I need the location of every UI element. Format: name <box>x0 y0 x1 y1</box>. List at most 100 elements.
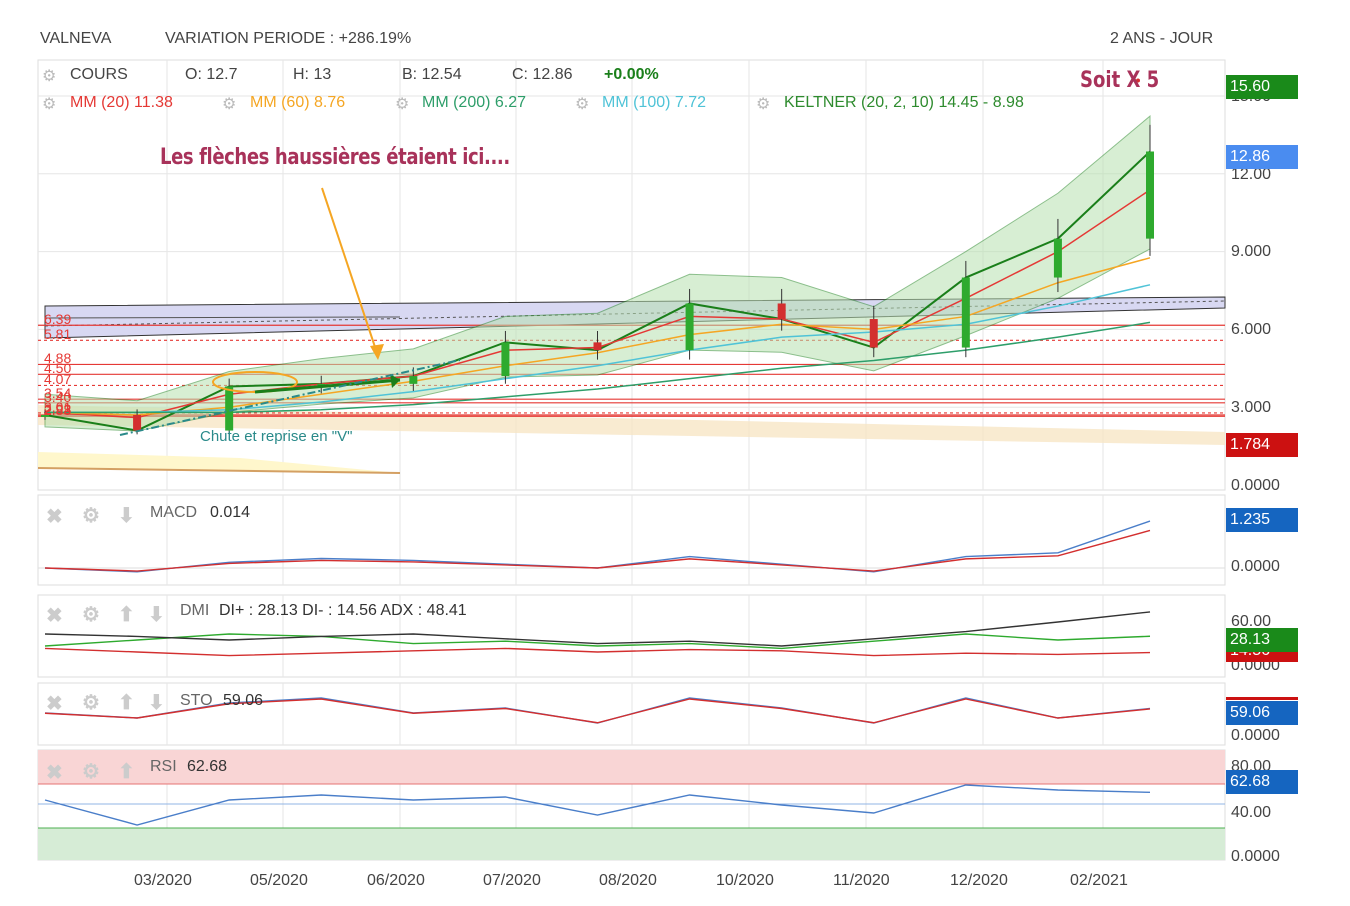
candle <box>133 414 142 431</box>
trendline <box>44 316 401 319</box>
high-point <box>1136 78 1140 83</box>
rsi-oversold-zone <box>38 828 1225 860</box>
arrow-up-icon[interactable]: ⬆ <box>118 692 135 714</box>
mm100-value: 7.72 <box>674 94 707 111</box>
gear-icon[interactable]: ⚙ <box>82 692 100 714</box>
last-price-badge: 12.86 <box>1226 145 1298 169</box>
bullish-arrowhead <box>390 374 400 388</box>
candle <box>593 342 602 351</box>
arrow-down-icon[interactable]: ⬇ <box>118 505 135 527</box>
level-label: 2.93 <box>44 401 72 417</box>
level-label: 3.40 <box>44 388 72 405</box>
arrow-up-icon[interactable]: ⬆ <box>118 604 135 626</box>
x-tick-label: 02/2021 <box>1070 872 1128 889</box>
sto-axis-zero: 0.0000 <box>1231 727 1280 744</box>
candle <box>685 303 694 351</box>
candle <box>961 277 970 348</box>
arrows-annotation: Les flèches haussières étaient ici.... <box>160 145 510 170</box>
level-label: 3.01 <box>44 398 72 415</box>
adx-line <box>44 611 1151 647</box>
dmi-badge: 28.13 <box>1226 628 1298 652</box>
sto-badge: 59.06 <box>1226 701 1298 725</box>
price-tick: 6.000 <box>1231 321 1272 338</box>
arrow-down-icon[interactable]: ⬇ <box>148 604 165 626</box>
trendline-dashdot <box>119 359 461 436</box>
candle <box>501 342 510 377</box>
x-tick-label: 03/2020 <box>134 872 192 889</box>
gear-icon[interactable]: ⚙ <box>82 505 100 527</box>
high-price-badge: 15.60 <box>1226 75 1298 99</box>
x-tick-label: 06/2020 <box>367 872 425 889</box>
candle <box>225 386 234 431</box>
sto-d-line <box>44 698 1151 724</box>
mm20-name: MM (20) <box>70 94 130 111</box>
dmi-label: DMI <box>180 602 210 619</box>
cours-label: COURS <box>70 66 128 83</box>
price-tick: 0.0000 <box>1231 477 1280 494</box>
sto-label: STO <box>180 692 213 709</box>
level-label: 2.88 <box>44 402 72 419</box>
macd-label: MACD <box>150 504 198 521</box>
level-label: 4.88 <box>44 350 72 367</box>
candle <box>1053 238 1062 278</box>
close-icon[interactable]: ✖ <box>46 605 63 627</box>
period-label[interactable]: 2 ANS - JOUR <box>1110 30 1214 47</box>
x-tick-label: 10/2020 <box>716 872 774 889</box>
open-label: O: 12.7 <box>185 66 238 83</box>
gear-icon[interactable]: ⚙ <box>222 96 237 113</box>
close-icon[interactable]: ✖ <box>46 506 63 528</box>
gear-icon[interactable]: ⚙ <box>42 68 57 85</box>
candle <box>41 414 49 417</box>
mm20-value: 11.38 <box>134 94 173 111</box>
gear-icon[interactable]: ⚙ <box>42 96 57 113</box>
gear-icon[interactable]: ⚙ <box>756 96 771 113</box>
rsi-label: RSI <box>150 758 177 775</box>
macd-axis-zero: 0.0000 <box>1231 558 1280 575</box>
variation-label: VARIATION PERIODE : +286.19% <box>165 30 412 47</box>
price-tick: 12.00 <box>1231 166 1272 183</box>
dmi-value: DI+ : 28.13 DI- : 14.56 ADX : 48.41 <box>219 602 467 619</box>
macd-badge: 1.235 <box>1226 508 1298 532</box>
annotation-arrowhead <box>370 344 384 360</box>
annotation-arrow <box>321 187 379 357</box>
gear-icon[interactable]: ⚙ <box>82 761 100 783</box>
dmi-axis-top: 60.00 <box>1231 613 1272 630</box>
rsi-axis-mid: 40.00 <box>1231 804 1272 821</box>
x-tick-label: 05/2020 <box>250 872 308 889</box>
level-label: 5.81 <box>44 326 72 343</box>
candle <box>869 319 878 348</box>
gear-icon[interactable]: ⚙ <box>82 604 100 626</box>
x5-annotation: Soit X 5 <box>1080 68 1160 93</box>
low-zone <box>38 452 400 473</box>
rsi-axis-zero: 0.0000 <box>1231 848 1280 865</box>
rsi-overbought-zone <box>38 750 1225 784</box>
close-icon[interactable]: ✖ <box>46 762 63 784</box>
low-price-badge: 1.784 <box>1226 433 1298 457</box>
close-icon[interactable]: ✖ <box>46 693 63 715</box>
gear-icon[interactable]: ⚙ <box>395 96 410 113</box>
symbol-label: VALNEVA <box>40 30 112 47</box>
rsi-line <box>44 784 1151 826</box>
bullish-arrow <box>254 378 401 394</box>
trendline <box>37 467 401 474</box>
x-tick-label: 07/2020 <box>483 872 541 889</box>
mm60-name: MM (60) <box>250 94 310 111</box>
x-tick-label: 12/2020 <box>950 872 1008 889</box>
low-label: B: 12.54 <box>402 66 462 83</box>
level-label: 4.07 <box>44 371 72 388</box>
dmi-plus-line <box>44 633 1151 650</box>
mm100-name: MM (100) <box>602 94 671 111</box>
gear-icon[interactable]: ⚙ <box>575 96 590 113</box>
rsi-badge: 62.68 <box>1226 770 1298 794</box>
price-tick: 3.000 <box>1231 399 1272 416</box>
change-label: +0.00% <box>604 66 659 83</box>
arrow-up-icon[interactable]: ⬆ <box>118 761 135 783</box>
price-tick: 9.000 <box>1231 243 1272 260</box>
level-label: 4.50 <box>44 360 72 377</box>
arrow-down-icon[interactable]: ⬇ <box>148 692 165 714</box>
x-tick-label: 08/2020 <box>599 872 657 889</box>
candle <box>777 303 786 320</box>
candle <box>409 376 418 384</box>
mm200-value: 6.27 <box>494 94 527 111</box>
